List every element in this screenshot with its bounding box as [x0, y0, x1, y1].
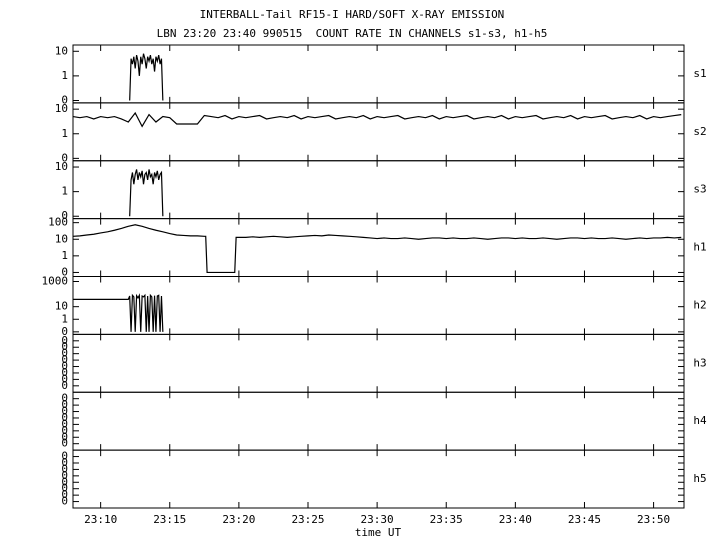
y-tick-label: 0 — [61, 411, 68, 424]
panel-frame — [72, 102, 685, 162]
y-tick-label: 0 — [61, 360, 68, 373]
y-tick-label: 10 — [55, 44, 68, 57]
data-line — [73, 293, 164, 332]
data-line — [129, 169, 164, 217]
x-tick-label: 23:30 — [361, 513, 394, 526]
y-tick-label: 0 — [61, 334, 68, 347]
y-tick-label: 1 — [61, 69, 68, 82]
x-tick-label: 23:50 — [637, 513, 670, 526]
x-tick-label: 23:15 — [153, 513, 186, 526]
y-tick-label: 0 — [61, 469, 68, 482]
y-tick-label: 0 — [61, 366, 68, 379]
y-tick-label: 10 — [55, 300, 68, 313]
panel-label: h1 — [693, 241, 706, 254]
data-line — [72, 224, 682, 274]
chart-title: INTERBALL-Tail RF15-I HARD/SOFT X-RAY EM… — [200, 8, 505, 21]
y-tick-label: 10 — [55, 160, 68, 173]
y-tick-label: 0 — [61, 398, 68, 411]
x-tick-label: 23:40 — [499, 513, 532, 526]
y-tick-label: 0 — [61, 372, 68, 385]
x-tick-label: 23:10 — [84, 513, 117, 526]
y-tick-label: 0 — [61, 347, 68, 360]
panel-label: s2 — [693, 125, 706, 138]
y-tick-label: 0 — [61, 495, 68, 508]
y-tick-label: 0 — [61, 265, 68, 278]
x-tick-label: 23:35 — [430, 513, 463, 526]
y-tick-label: 0 — [61, 209, 68, 222]
data-line — [129, 53, 164, 101]
y-tick-label: 1 — [61, 249, 68, 262]
y-tick-label: 1 — [61, 127, 68, 140]
y-tick-label: 1 — [61, 185, 68, 198]
y-tick-label: 0 — [61, 340, 68, 353]
panel-frame — [72, 44, 685, 104]
panel-label: s3 — [693, 183, 706, 196]
data-line — [72, 111, 682, 128]
panel-frame — [72, 276, 685, 335]
panel-label: h2 — [693, 298, 706, 311]
y-tick-label: 0 — [61, 417, 68, 430]
y-tick-label: 0 — [61, 379, 68, 392]
panel-label: h5 — [693, 472, 706, 485]
panel-frame — [72, 333, 685, 393]
y-tick-label: 100 — [48, 216, 68, 229]
y-tick-label: 0 — [61, 462, 68, 475]
panel-label: h4 — [693, 414, 707, 427]
y-tick-label: 0 — [61, 456, 68, 469]
y-tick-label: 0 — [61, 488, 68, 501]
panel-label: s1 — [693, 67, 706, 80]
y-tick-label: 0 — [61, 437, 68, 450]
y-tick-label: 1 — [61, 312, 68, 325]
y-tick-label: 10 — [55, 102, 68, 115]
x-tick-label: 23:20 — [222, 513, 255, 526]
y-tick-label: 0 — [61, 392, 68, 405]
y-tick-label: 0 — [61, 353, 68, 366]
y-tick-label: 0 — [61, 151, 68, 164]
x-tick-label: 23:45 — [568, 513, 601, 526]
y-tick-label: 10 — [55, 232, 68, 245]
y-tick-label: 0 — [61, 424, 68, 437]
panel-label: h3 — [693, 356, 706, 369]
panel-frame — [72, 391, 685, 451]
y-tick-label: 0 — [61, 430, 68, 443]
panel-frame — [72, 218, 685, 277]
panel-frame — [72, 160, 685, 220]
panel-frame — [72, 449, 685, 509]
y-tick-label: 1000 — [42, 275, 69, 288]
y-tick-label: 0 — [61, 475, 68, 488]
y-tick-label: 0 — [61, 405, 68, 418]
y-tick-label: 0 — [61, 93, 68, 106]
y-tick-label: 0 — [61, 325, 68, 338]
y-tick-label: 0 — [61, 450, 68, 463]
y-tick-label: 0 — [61, 482, 68, 495]
x-tick-label: 23:25 — [291, 513, 324, 526]
x-axis-label: time UT — [355, 526, 402, 539]
chart-subtitle: LBN 23:20 23:40 990515 COUNT RATE IN CHA… — [157, 27, 548, 40]
